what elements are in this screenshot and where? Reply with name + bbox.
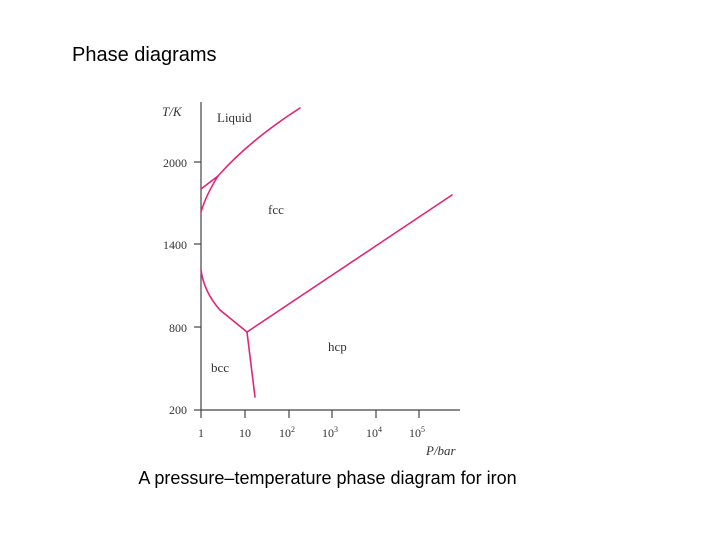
region-label-liquid: Liquid bbox=[217, 110, 252, 125]
bcc-hcp-boundary bbox=[246, 331, 256, 398]
x-tick-label: 1 bbox=[198, 426, 204, 440]
region-label-hcp: hcp bbox=[328, 339, 347, 354]
y-tick-label: 800 bbox=[169, 321, 187, 335]
x-tick-label: 103 bbox=[322, 425, 338, 440]
x-tick-label: 10 bbox=[239, 426, 251, 440]
x-tick-label: 105 bbox=[409, 425, 425, 440]
slide-title: Phase diagrams bbox=[72, 44, 217, 66]
liquid-bcc-boundary bbox=[200, 175, 219, 213]
axes bbox=[194, 102, 460, 418]
region-label-bcc: bcc bbox=[211, 360, 229, 375]
x-axis-label: P/bar bbox=[425, 443, 457, 458]
phase-boundaries bbox=[200, 107, 453, 398]
x-tick-label: 102 bbox=[279, 425, 295, 440]
bcc-fcc-boundary bbox=[200, 269, 248, 333]
fcc-hcp-boundary bbox=[246, 194, 453, 333]
y-tick-label: 2000 bbox=[163, 156, 187, 170]
x-tick-label: 104 bbox=[366, 425, 382, 440]
y-tick-label: 1400 bbox=[163, 238, 187, 252]
y-tick-label: 200 bbox=[169, 403, 187, 417]
figure-caption: A pressure–temperature phase diagram for… bbox=[138, 468, 517, 488]
liquid-fcc-boundary bbox=[200, 107, 301, 190]
y-axis-label: T/K bbox=[162, 104, 183, 119]
region-label-fcc: fcc bbox=[268, 202, 284, 217]
